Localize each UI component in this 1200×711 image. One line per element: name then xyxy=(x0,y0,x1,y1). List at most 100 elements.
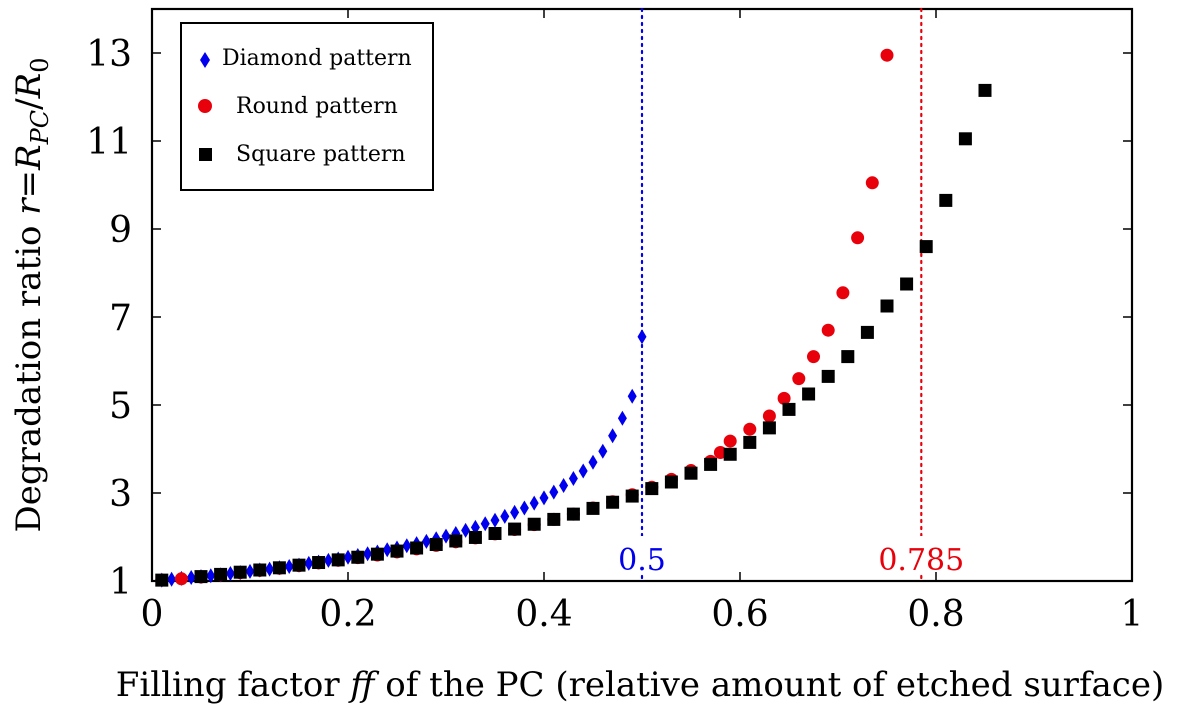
y-axis-title-sub-pc: PC xyxy=(26,110,54,146)
square-point xyxy=(508,522,522,536)
square-point xyxy=(292,558,306,572)
reference-label-bg xyxy=(875,536,968,574)
y-tick-label: 11 xyxy=(86,122,132,163)
x-tick-label: 1 xyxy=(1121,594,1144,635)
square-point xyxy=(272,561,286,575)
square-point xyxy=(841,350,855,364)
square-point xyxy=(351,550,365,564)
square-point xyxy=(684,466,698,480)
y-tick-label: 1 xyxy=(109,562,132,603)
reference-line-label: 0.5 xyxy=(618,543,666,578)
y-tick-label: 5 xyxy=(109,386,132,427)
square-point xyxy=(370,547,384,561)
round-point xyxy=(880,48,894,62)
square-point xyxy=(312,556,326,570)
square-point xyxy=(586,501,600,515)
square-point xyxy=(214,567,228,581)
round-point xyxy=(723,434,737,448)
square-point xyxy=(743,435,757,449)
diamond-point xyxy=(421,533,431,549)
diamond-point xyxy=(529,495,539,511)
square-point xyxy=(331,553,345,567)
x-axis-title-suffix: of the PC (relative amount of etched sur… xyxy=(375,665,1165,705)
legend: Diamond pattern Round pattern Square pat… xyxy=(180,22,434,191)
square-point xyxy=(762,421,776,435)
diamond-point xyxy=(510,504,520,520)
x-axis-title-ff: ff xyxy=(347,665,379,705)
square-point xyxy=(625,489,639,503)
round-point xyxy=(836,286,850,300)
square-point xyxy=(468,530,482,544)
diamond-point xyxy=(490,512,500,528)
diamond-point xyxy=(245,563,255,579)
diamond-point xyxy=(402,538,412,554)
diamond-point xyxy=(500,508,510,524)
diamond-point xyxy=(343,549,353,565)
round-point xyxy=(792,372,806,386)
square-point xyxy=(155,573,169,587)
diamond-point xyxy=(186,569,196,585)
round-point xyxy=(762,409,776,423)
y-axis-title-eq: = xyxy=(9,170,49,199)
square-point xyxy=(802,387,816,401)
square-point xyxy=(782,402,796,416)
round-point xyxy=(174,572,188,586)
x-tick-label: 0 xyxy=(141,594,164,635)
diamond-point xyxy=(225,566,235,582)
diamond-point xyxy=(598,443,608,459)
diamond-point xyxy=(323,552,333,568)
x-tick-label: 0.8 xyxy=(907,594,964,635)
square-point xyxy=(939,193,953,207)
square-point xyxy=(880,299,894,313)
square-point xyxy=(429,537,443,551)
x-axis-title: Filling factor ff of the PC (relative am… xyxy=(116,665,1164,705)
y-axis-title: Degradation ratio r=RPC/R0 xyxy=(9,57,54,532)
diamond-point xyxy=(559,478,569,494)
y-axis-title-R0: R xyxy=(9,73,49,100)
square-point xyxy=(547,512,561,526)
diamond-point xyxy=(382,542,392,558)
legend-round-marker xyxy=(198,99,212,113)
square-point xyxy=(978,83,992,97)
diamond-point xyxy=(480,516,490,532)
legend-label-square: Square pattern xyxy=(236,142,406,167)
y-axis-title-prefix: Degradation ratio xyxy=(9,215,49,533)
diamond-point xyxy=(167,571,177,587)
round-point xyxy=(713,446,727,460)
round-point xyxy=(851,231,865,245)
round-point xyxy=(743,422,757,436)
diamond-point xyxy=(441,528,451,544)
square-point xyxy=(645,482,659,496)
square-point xyxy=(704,457,718,471)
diamond-point xyxy=(363,546,373,562)
diamond-point xyxy=(519,500,529,516)
x-axis-title-prefix: Filling factor xyxy=(116,665,351,705)
round-point xyxy=(807,350,820,364)
square-point xyxy=(527,517,541,531)
diamond-point xyxy=(637,329,647,345)
x-tick-label: 0.6 xyxy=(711,594,768,635)
diamond-point xyxy=(578,463,588,479)
diamond-point xyxy=(461,522,471,538)
y-tick-label: 9 xyxy=(109,210,132,251)
y-axis-title-R: R xyxy=(9,144,49,171)
reference-lines: 0.5 0.785 xyxy=(596,7,968,583)
square-point xyxy=(664,475,678,489)
square-point xyxy=(723,447,737,461)
square-point xyxy=(860,325,874,339)
round-point xyxy=(821,323,835,337)
legend-label-round: Round pattern xyxy=(236,94,398,119)
square-point xyxy=(606,495,620,509)
round-point xyxy=(865,176,879,190)
legend-square-marker xyxy=(199,148,212,161)
square-point xyxy=(253,563,267,577)
data-marks xyxy=(155,48,992,588)
diamond-point xyxy=(206,568,216,584)
diamond-point xyxy=(588,454,598,470)
round-point xyxy=(777,391,791,405)
square-point xyxy=(958,132,972,146)
square-point xyxy=(449,534,463,548)
x-tick-label: 0.2 xyxy=(319,594,376,635)
square-point xyxy=(566,507,580,521)
